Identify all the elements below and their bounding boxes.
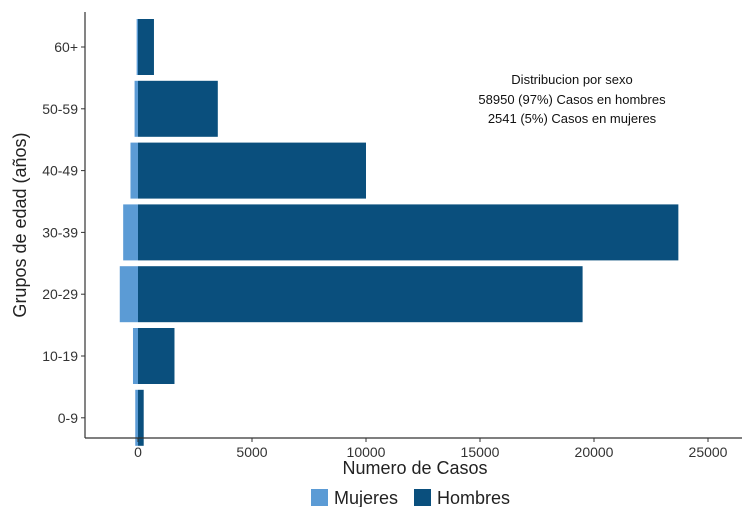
legend-swatch-hombres <box>414 489 431 506</box>
bar-mujeres-0-9 <box>135 389 138 446</box>
bar-hombres-40-49 <box>138 142 366 199</box>
x-tick-label: 20000 <box>575 444 614 460</box>
y-tick-label: 50-59 <box>42 101 78 117</box>
annotation-line-men: 58950 (97%) Casos en hombres <box>478 92 666 107</box>
y-tick-label: 0-9 <box>58 410 78 426</box>
bar-hombres-20-29 <box>138 266 583 323</box>
y-tick-label: 10-19 <box>42 348 78 364</box>
bar-hombres-50-59 <box>138 80 218 137</box>
sex-distribution-annotation: Distribucion por sexo 58950 (97%) Casos … <box>478 72 666 126</box>
legend-label-mujeres: Mujeres <box>334 488 398 507</box>
bar-mujeres-10-19 <box>132 328 138 384</box>
x-tick-label: 5000 <box>236 444 267 460</box>
bar-hombres-10-19 <box>138 328 175 384</box>
y-ticks: 0-9 10-19 20-29 30-39 40-49 50-59 60+ <box>42 39 85 426</box>
x-axis-title: Numero de Casos <box>342 458 487 478</box>
annotation-line-women: 2541 (5%) Casos en mujeres <box>488 111 657 126</box>
legend-label-hombres: Hombres <box>437 488 510 507</box>
annotation-line-title: Distribucion por sexo <box>511 72 632 87</box>
x-tick-label: 25000 <box>689 444 728 460</box>
x-ticks: 0 5000 10000 15000 20000 25000 <box>134 438 728 460</box>
bar-hombres-60+ <box>138 19 154 75</box>
bar-mujeres-20-29 <box>119 266 138 323</box>
legend-swatch-mujeres <box>311 489 328 506</box>
x-tick-label: 0 <box>134 444 142 460</box>
y-tick-label: 40-49 <box>42 163 78 179</box>
bar-hombres-30-39 <box>138 204 679 261</box>
x-tick-label: 10000 <box>347 444 386 460</box>
y-tick-label: 30-39 <box>42 224 78 240</box>
x-tick-label: 15000 <box>461 444 500 460</box>
bar-mujeres-50-59 <box>134 80 138 137</box>
bar-mujeres-60+ <box>136 19 138 75</box>
bar-mujeres-40-49 <box>130 142 138 199</box>
y-tick-label: 20-29 <box>42 286 78 302</box>
y-axis-title: Grupos de edad (años) <box>10 132 30 317</box>
bar-mujeres-30-39 <box>123 204 138 261</box>
legend: Mujeres Hombres <box>311 488 510 507</box>
bar-hombres-0-9 <box>138 389 144 446</box>
bars-layer <box>119 19 679 446</box>
y-tick-label: 60+ <box>54 39 78 55</box>
axes-layer <box>84 12 742 439</box>
